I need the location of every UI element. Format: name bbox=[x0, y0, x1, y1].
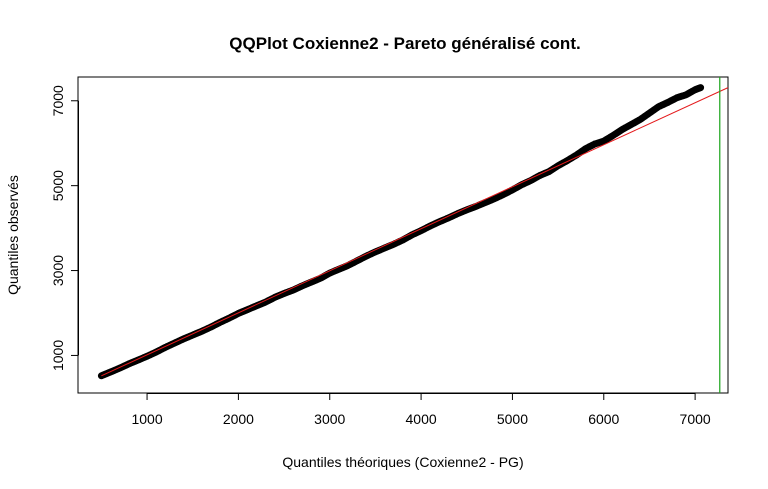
y-axis-title: Quantiles observés bbox=[5, 175, 21, 295]
y-tick-label: 7000 bbox=[50, 85, 66, 116]
x-axis-title: Quantiles théoriques (Coxienne2 - PG) bbox=[282, 454, 523, 470]
x-tick-label: 7000 bbox=[680, 411, 711, 427]
x-tick-label: 1000 bbox=[131, 411, 162, 427]
y-tick-label: 1000 bbox=[50, 340, 66, 371]
y-tick-label: 5000 bbox=[50, 170, 66, 201]
x-tick-label: 4000 bbox=[406, 411, 437, 427]
data-point bbox=[697, 84, 705, 92]
reference-line bbox=[101, 87, 729, 377]
y-axis: 1000 3000 5000 7000 bbox=[50, 85, 79, 371]
x-axis: 1000 2000 3000 4000 5000 6000 7000 bbox=[131, 393, 711, 427]
x-tick-label: 2000 bbox=[223, 411, 254, 427]
x-tick-label: 6000 bbox=[588, 411, 619, 427]
x-tick-label: 5000 bbox=[497, 411, 528, 427]
y-tick-label: 3000 bbox=[50, 255, 66, 286]
x-tick-label: 3000 bbox=[314, 411, 345, 427]
chart-title: QQPlot Coxienne2 - Pareto généralisé con… bbox=[229, 34, 580, 53]
data-points bbox=[97, 84, 705, 380]
